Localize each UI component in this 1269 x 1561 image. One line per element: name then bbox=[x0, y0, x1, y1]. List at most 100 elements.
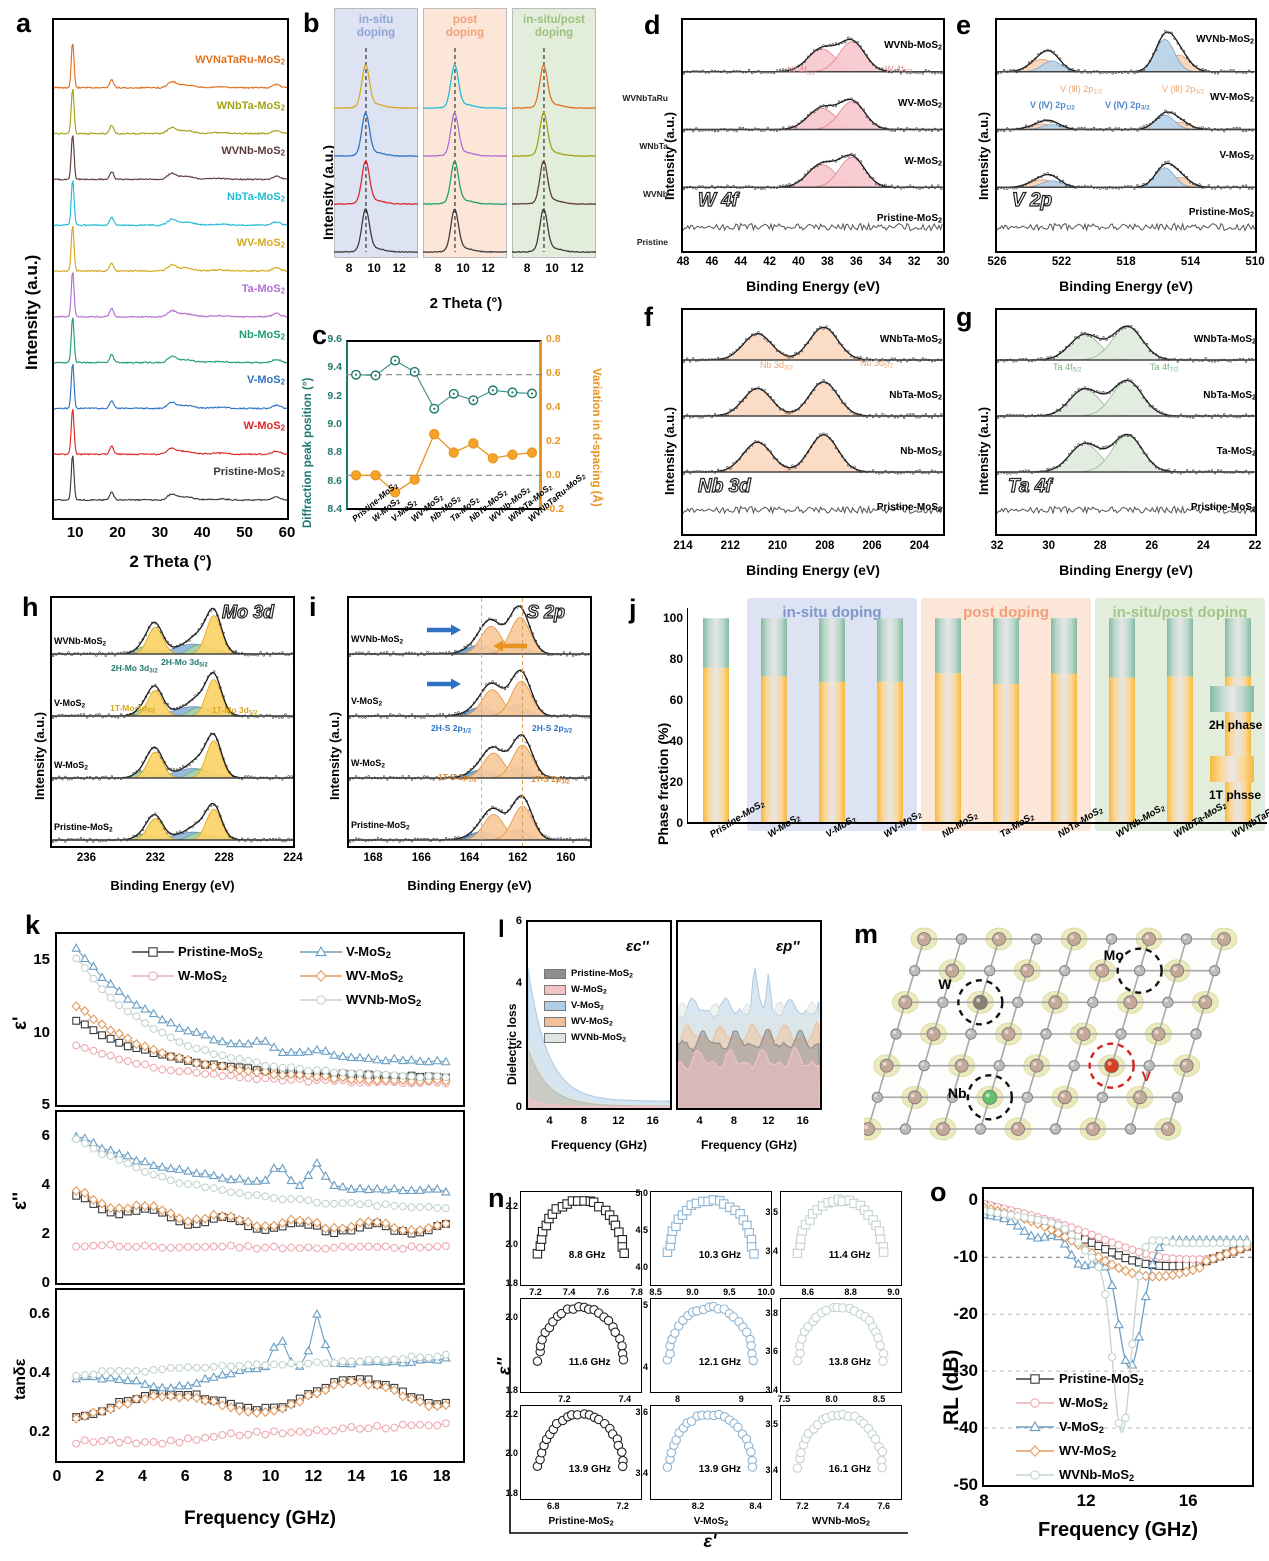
panel-c-ytick-left-8.4: 8.4 bbox=[327, 503, 342, 515]
panel-j-ytick-80: 80 bbox=[669, 652, 683, 667]
panel-o-legend-label-3: WV-MoS2 bbox=[1059, 1443, 1117, 1460]
panel-k-legend-item-2: W-MoS2 bbox=[132, 968, 227, 984]
panel-l-ytick-2: 2 bbox=[515, 1039, 522, 1051]
panel-c-ytick-left-8.6: 8.6 bbox=[327, 474, 342, 487]
panel-i-xtick-160: 160 bbox=[556, 852, 576, 864]
panel-a-xtick-40: 40 bbox=[193, 524, 211, 541]
panel-b-trace-2-1: WNbTa bbox=[639, 141, 668, 151]
panel-m-atom-label-Nb: Nb bbox=[947, 1085, 967, 1102]
panel-g-xtick-22: 22 bbox=[1248, 540, 1262, 552]
panel-c-ytick-left-9.0: 9.0 bbox=[327, 418, 342, 430]
panel-o: o RL (dB) 0 -10 -20 -30 -40 -50 8 12 16 Pristine-… bbox=[920, 1175, 1269, 1561]
panel-n-cell-0-ytick-2.2: 2.2 bbox=[505, 1200, 518, 1211]
panel-i-label: i bbox=[309, 592, 317, 622]
panel-k-xtick-12: 12 bbox=[304, 1468, 323, 1485]
panel-e-xtick-526: 526 bbox=[987, 256, 1007, 268]
panel-d: d Intensity (a.u.) W 4f WVNb-MoS2 WV-MoS2… bbox=[620, 0, 950, 300]
panel-l-left-xtick-16: 16 bbox=[646, 1115, 659, 1127]
panel-l-legend-label-0: Pristine-MoS2 bbox=[571, 968, 633, 980]
panel-a-xtick-20: 20 bbox=[109, 524, 126, 541]
panel-a-xtick-60: 60 bbox=[278, 524, 296, 541]
panel-k-sub2-ylabel: ε'' bbox=[10, 1191, 31, 1210]
panel-n-cell-6-ytick-2.2: 2.2 bbox=[505, 1408, 518, 1419]
panel-o-xtick-12: 12 bbox=[1076, 1491, 1096, 1510]
panel-j-bars bbox=[687, 608, 1267, 824]
panel-n-cell-5-ytick-3.8: 3.8 bbox=[765, 1307, 778, 1318]
panel-e-annotation-1: V (Ⅳ) 2p1/2 bbox=[1030, 100, 1075, 112]
panel-o-legend-marker-0 bbox=[1016, 1374, 1054, 1384]
panel-f-spectra bbox=[683, 325, 943, 515]
panel-i-trace-label-1: V-MoS2 bbox=[351, 696, 383, 708]
panel-a-trace-label-WNbTa-MoS2: WNbTa-MoS2 bbox=[216, 99, 285, 113]
panel-j-ytick-0: 0 bbox=[676, 816, 683, 830]
panel-l-label: l bbox=[498, 916, 505, 943]
panel-k-legend-label-3: WV-MoS2 bbox=[346, 968, 404, 985]
panel-b-column-1 bbox=[423, 8, 507, 258]
panel-n-cell-freq-2: 11.4 GHz bbox=[828, 1249, 871, 1261]
panel-f-trace-label-1: NbTa-MoS2 bbox=[889, 390, 942, 402]
panel-b-trace-2-0: WVNbTaRu bbox=[622, 93, 668, 103]
panel-o-legend-item-0: Pristine-MoS2 bbox=[1016, 1371, 1144, 1387]
panel-k-legend-label-0: Pristine-MoS2 bbox=[178, 944, 263, 961]
panel-k-sub1-ytick-5: 5 bbox=[41, 1096, 50, 1113]
panel-d-xtick-32: 32 bbox=[907, 256, 921, 268]
panel-b: b Intensity (a.u.) in-situdopingWVVWPris… bbox=[300, 0, 668, 320]
panel-h-ylabel: Intensity (a.u.) bbox=[32, 711, 47, 800]
panel-k-legend-marker-1 bbox=[300, 945, 342, 957]
panel-n-cell-6-ytick-1.8: 1.8 bbox=[505, 1488, 518, 1499]
panel-o-ytick--50: -50 bbox=[953, 1475, 978, 1494]
panel-o-curves bbox=[984, 1199, 1252, 1434]
panel-k-sub2-plot bbox=[55, 1110, 465, 1285]
panel-l-right-title-text: εp'' bbox=[776, 938, 800, 955]
panel-g-annotation-1: Ta 4f7/2 bbox=[1150, 362, 1179, 374]
panel-g-xtick-28: 28 bbox=[1093, 540, 1107, 552]
panel-l-legend-label-4: WVNb-MoS2 bbox=[571, 1032, 626, 1044]
panel-n-column-label-2: WVNb-MoS2 bbox=[812, 1516, 870, 1528]
panel-e-label: e bbox=[956, 10, 972, 40]
panel-k-xtick-16: 16 bbox=[389, 1468, 408, 1485]
panel-k-legend-label-2: W-MoS2 bbox=[178, 968, 227, 985]
panel-l-xlabel-right: Frequency (GHz) bbox=[700, 1138, 797, 1152]
panel-k-legend-item-1: V-MoS2 bbox=[300, 944, 391, 960]
panel-n-cell-freq-0: 8.8 GHz bbox=[568, 1249, 606, 1261]
panel-n-cell-4-ytick-5: 5 bbox=[642, 1300, 648, 1311]
panel-l-left-curves bbox=[528, 968, 670, 1108]
panel-k-sub1-ytick-15: 15 bbox=[33, 951, 50, 969]
panel-n-cell-freq-3: 11.6 GHz bbox=[568, 1356, 611, 1368]
panel-a-trace-label-WVNb-MoS2: WVNb-MoS2 bbox=[221, 145, 285, 159]
panel-n-cell-points-3 bbox=[532, 1301, 629, 1366]
panel-o-ytick--20: -20 bbox=[953, 1304, 978, 1324]
panel-n-cell-freq-4: 12.1 GHz bbox=[698, 1356, 742, 1368]
panel-f-orbital: Nb 3d bbox=[697, 475, 751, 497]
panel-n-cell-6-ytick-2.0: 2.0 bbox=[505, 1448, 518, 1459]
panel-o-ytick--10: -10 bbox=[953, 1247, 978, 1267]
panel-h-spectra bbox=[52, 607, 293, 843]
panel-a-xtick-10: 10 bbox=[66, 524, 84, 541]
panel-e-trace-label-3: Pristine-MoS2 bbox=[1188, 207, 1254, 219]
panel-f: f Intensity (a.u.) Nb 3d WNbTa-MoS2 NbTa-… bbox=[620, 300, 950, 590]
panel-g-trace-label-0: WNbTa-MoS2 bbox=[1193, 334, 1256, 346]
panel-e-plot bbox=[995, 18, 1257, 253]
panel-a-trace-label-Pristine-MoS2: Pristine-MoS2 bbox=[213, 466, 285, 479]
panel-h-annotation-0: 2H-Mo 3d3/2 bbox=[111, 663, 158, 675]
panel-k-sub3-ytick-0.4: 0.4 bbox=[29, 1363, 50, 1381]
panel-f-trace-label-3: Pristine-MoS2 bbox=[876, 502, 942, 514]
panel-d-xtick-48: 48 bbox=[676, 256, 690, 268]
panel-b-label: b bbox=[303, 8, 320, 38]
panel-d-annotation-1: W 4f7/2 bbox=[885, 64, 913, 76]
panel-l-legend-item-4: WVNb-MoS2 bbox=[544, 1032, 626, 1044]
panel-b-xtick-0-12: 12 bbox=[392, 261, 406, 275]
panel-k-sub3-ytick-0.2: 0.2 bbox=[29, 1422, 50, 1440]
panel-i-ylabel: Intensity (a.u.) bbox=[327, 711, 342, 800]
panel-k-sub2-ytick-0: 0 bbox=[41, 1274, 50, 1291]
panel-d-trace-label-3: Pristine-MoS2 bbox=[876, 213, 942, 225]
panel-j-legend-1t-label: 1T phsse bbox=[1209, 788, 1262, 802]
panel-b-xtick-2-8: 8 bbox=[523, 261, 531, 275]
panel-f-xtick-212: 212 bbox=[720, 540, 740, 552]
panel-g-orbital: Ta 4f bbox=[1007, 475, 1052, 497]
panel-l-legend-item-2: V-MoS2 bbox=[544, 1000, 604, 1012]
panel-n-column-label-0: Pristine-MoS2 bbox=[548, 1516, 614, 1528]
panel-k-legend-label-1: V-MoS2 bbox=[346, 944, 391, 961]
panel-l-legend-label-3: WV-MoS2 bbox=[571, 1016, 613, 1028]
panel-i-xtick-166: 166 bbox=[411, 852, 431, 864]
